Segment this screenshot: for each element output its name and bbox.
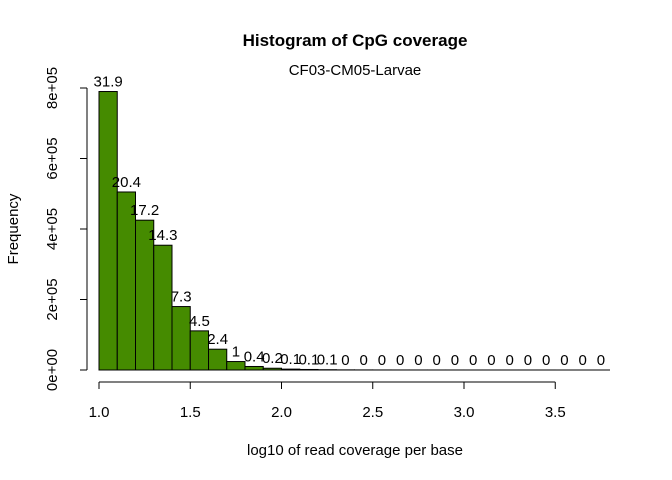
bar-data-label: 0: [560, 352, 568, 369]
y-axis: 0e+00 2e+05 4e+05 6e+05 8e+05: [44, 67, 88, 391]
y-tick-label: 4e+05: [44, 208, 61, 250]
y-axis-label: Frequency: [5, 193, 22, 264]
bar-data-label: 4.5: [189, 313, 210, 330]
y-tick-label: 0e+00: [44, 349, 61, 391]
bar-data-label: 0: [341, 352, 349, 369]
bar-data-label: 0.1: [298, 351, 319, 368]
bar-data-label: 0: [396, 352, 404, 369]
bar-data-label: 0: [359, 352, 367, 369]
x-tick-label: 3.0: [454, 404, 475, 421]
bar-data-label: 0: [524, 352, 532, 369]
bar-data-label: 0.4: [244, 348, 265, 365]
bar-data-label: 31.9: [94, 74, 123, 91]
bars-group: [98, 91, 610, 371]
histogram-bar: [98, 91, 118, 371]
histogram-bar: [153, 244, 173, 371]
bar-data-label: 1: [232, 344, 240, 361]
bar-data-label: 17.2: [130, 202, 159, 219]
histogram-bar: [244, 365, 264, 371]
bar-data-label: 0: [378, 352, 386, 369]
chart-title: Histogram of CpG coverage: [243, 31, 468, 50]
bar-data-label: 0: [578, 352, 586, 369]
y-tick-label: 8e+05: [44, 67, 61, 109]
x-tick-label: 1.0: [89, 404, 110, 421]
bar-data-label: 0: [487, 352, 495, 369]
bar-data-label: 2.4: [207, 331, 228, 348]
bar-data-label: 0.1: [317, 352, 338, 369]
x-tick-label: 1.5: [180, 404, 201, 421]
bar-data-label: 0: [542, 352, 550, 369]
bar-data-label: 0.2: [262, 350, 283, 367]
bar-data-label: 20.4: [112, 174, 141, 191]
histogram-bar: [189, 330, 209, 371]
y-tick-label: 6e+05: [44, 137, 61, 179]
bar-data-label: 0: [597, 352, 605, 369]
bar-data-label: 0: [505, 352, 513, 369]
x-axis: 1.0 1.5 2.0 2.5 3.0 3.5: [89, 381, 566, 421]
chart-subtitle: CF03-CM05-Larvae: [289, 62, 422, 79]
y-tick-label: 2e+05: [44, 278, 61, 320]
bar-data-label: 0: [469, 352, 477, 369]
bar-data-label: 0: [432, 352, 440, 369]
bar-data-label: 0: [414, 352, 422, 369]
x-axis-label: log10 of read coverage per base: [247, 442, 463, 459]
data-labels-group: 31.920.417.214.37.34.52.41 0.40.20.10.10.…: [94, 74, 606, 369]
bar-data-label: 7.3: [171, 289, 192, 306]
x-tick-label: 2.0: [271, 404, 292, 421]
histogram-bar: [226, 361, 246, 371]
bar-data-label: 0: [451, 352, 459, 369]
bar-data-label: 0.1: [280, 351, 301, 368]
x-tick-label: 2.5: [362, 404, 383, 421]
histogram-bar: [208, 348, 228, 371]
bar-data-label: 14.3: [148, 227, 177, 244]
histogram-bar: [171, 306, 191, 371]
x-tick-label: 3.5: [545, 404, 566, 421]
